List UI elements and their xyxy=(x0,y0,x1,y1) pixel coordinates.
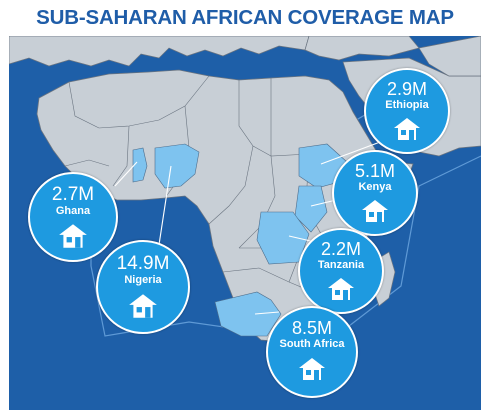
pointer-south-africa xyxy=(254,311,280,315)
europe-land xyxy=(9,36,310,67)
house-icon xyxy=(362,200,388,222)
marker-value: 2.9M xyxy=(386,79,428,99)
marker-value: 2.7M xyxy=(51,184,95,205)
marker-ethiopia[interactable]: 2.9M Ethiopia xyxy=(364,68,450,154)
marker-tanzania[interactable]: 2.2M Tanzania xyxy=(298,228,384,314)
marker-value: 14.9M xyxy=(116,253,170,274)
marker-value: 5.1M xyxy=(354,161,396,181)
marker-country: South Africa xyxy=(279,338,345,350)
marker-country: Ghana xyxy=(55,205,91,217)
marker-country: Nigeria xyxy=(124,274,162,286)
map-title: SUB-SAHARAN AFRICAN COVERAGE MAP xyxy=(36,6,454,29)
house-icon xyxy=(59,224,87,248)
kenya-region xyxy=(294,185,328,233)
nigeria-region xyxy=(154,143,200,189)
marker-kenya[interactable]: 5.1M Kenya xyxy=(332,150,418,236)
ghana-region xyxy=(132,147,148,183)
marker-south-africa[interactable]: 8.5M South Africa xyxy=(266,306,358,398)
marker-ghana[interactable]: 2.7M Ghana xyxy=(28,172,118,262)
marker-value: 8.5M xyxy=(291,318,333,338)
turkey-land xyxy=(304,36,420,61)
marker-country: Tanzania xyxy=(317,259,365,271)
house-icon xyxy=(129,294,157,318)
house-icon xyxy=(299,358,325,380)
pointer-ghana xyxy=(114,161,138,187)
marker-country: Ethiopia xyxy=(385,99,429,111)
marker-country: Kenya xyxy=(358,181,392,193)
iran-land xyxy=(418,36,481,77)
marker-value: 2.2M xyxy=(320,239,362,259)
marker-nigeria[interactable]: 14.9M Nigeria xyxy=(96,240,190,334)
house-icon xyxy=(394,118,420,140)
house-icon xyxy=(328,278,354,300)
